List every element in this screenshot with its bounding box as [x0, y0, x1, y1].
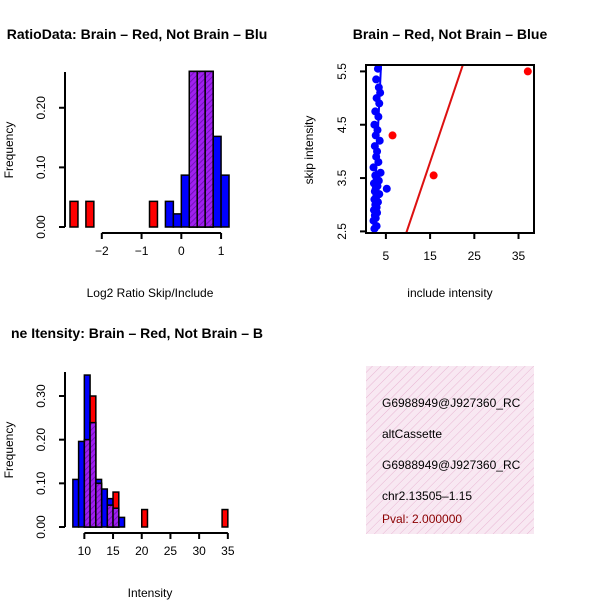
scatter-brain-point: [388, 131, 397, 140]
ratio-hist-bars: [69, 70, 230, 228]
intensity-overlap-bar-4: [95, 482, 103, 528]
scatter-x-tick-label-2: 25: [468, 249, 482, 263]
intensity-blue-bar-0: [72, 478, 80, 528]
scatter-not-brain-point: [372, 75, 381, 84]
ratio-x-tick-label-3: 1: [218, 244, 225, 258]
ratio-blue-bar-7: [220, 174, 230, 228]
intensity-y-tick-label-1: 0.10: [34, 471, 48, 495]
scatter-x-tick-label-0: 5: [383, 249, 390, 263]
ratio-overlap-bar-4: [196, 70, 206, 228]
intensity-hist-bars: [72, 374, 229, 528]
intensity-y-tick-label-3: 0.30: [34, 384, 48, 408]
intensity-x-tick-label-5: 35: [221, 544, 235, 558]
skip-include-scatter: Brain – Red, Not Brain – Blue 5 15 25 35 2.5…: [302, 26, 547, 300]
intensity-blue-bar-1: [77, 440, 86, 528]
intensity-y-tick-label-2: 0.20: [34, 428, 48, 452]
scatter-y-tick-label-2: 4.5: [335, 116, 349, 133]
info-event-id: G6988949@J927360_RC: [382, 396, 521, 410]
scatter-not-brain-point: [382, 184, 391, 193]
intensity-hist-xlabel: Intensity: [128, 586, 173, 600]
scatter-not-brain-point: [374, 112, 383, 121]
scatter-not-brain-point: [375, 99, 384, 108]
scatter-not-brain-point: [373, 64, 382, 73]
ratio-y-tick-label-0: 0.00: [34, 215, 48, 239]
scatter-y-tick-label-3: 5.5: [335, 63, 349, 80]
ratio-blue-bar-2: [180, 174, 191, 228]
scatter-title: Brain – Red, Not Brain – Blue: [353, 26, 548, 42]
ratio-y-tick-label-1: 0.10: [34, 155, 48, 179]
intensity-red-bar-5: [140, 508, 149, 528]
scatter-brain-point: [523, 67, 532, 76]
ratio-blue-bar-1: [172, 213, 183, 228]
ratio-overlap-bar-5: [204, 70, 214, 228]
scatter-xlabel: include intensity: [407, 286, 492, 300]
info-panel-background: [366, 366, 534, 534]
ratio-red-bar-0: [69, 200, 79, 228]
ratio-x-tick-label-1: −1: [135, 244, 149, 258]
scatter-plot-area: 5 15 25 35 2.5 3.5 4.5 5.5: [335, 63, 535, 263]
intensity-red-bar-6: [221, 508, 229, 528]
scatter-not-brain-point: [369, 163, 378, 172]
ratio-hist-axes: −2 −1 0 1 0.00 0.10 0.20: [34, 72, 225, 258]
intensity-x-tick-label-1: 15: [106, 544, 120, 558]
intensity-overlap-bar-2: [83, 438, 91, 528]
intensity-y-tick-label-0: 0.00: [34, 515, 48, 539]
ratio-blue-bar-0: [164, 200, 175, 228]
intensity-hist-ylabel: Frequency: [2, 422, 16, 479]
intensity-overlap-bar-6: [106, 504, 114, 528]
ratio-red-bar-2: [148, 200, 159, 228]
ratio-hist-ylabel: Frequency: [2, 122, 16, 179]
scatter-brain-point: [429, 171, 438, 180]
info-event-id-2: G6988949@J927360_RC: [382, 458, 521, 472]
scatter-x-tick-label-1: 15: [423, 249, 437, 263]
ratio-blue-bar-6: [212, 135, 222, 228]
intensity-blue-bar-5: [100, 488, 109, 528]
intensity-x-tick-label-0: 10: [78, 544, 92, 558]
scatter-x-tick-label-3: 35: [512, 249, 526, 263]
scatter-y-tick-label-0: 2.5: [335, 223, 349, 240]
ratio-overlap-bar-3: [188, 70, 198, 228]
ratio-x-tick-label-0: −2: [95, 244, 109, 258]
ratio-hist-title: RatioData: Brain – Red, Not Brain – Blu: [7, 26, 268, 42]
ratio-y-tick-label-2: 0.20: [34, 96, 48, 120]
intensity-x-tick-label-3: 25: [164, 544, 178, 558]
info-location: chr2.13505–1.15: [382, 489, 473, 503]
scatter-ylabel: skip intensity: [302, 116, 316, 185]
intensity-x-tick-label-4: 30: [192, 544, 206, 558]
intensity-histogram: ne Itensity: Brain – Red, Not Brain – B …: [2, 325, 263, 600]
intensity-hist-axes: 10 15 20 25 30 35 0.00 0.10 0.20 0.30: [34, 372, 235, 558]
ratio-histogram: RatioData: Brain – Red, Not Brain – Blu …: [2, 26, 267, 300]
scatter-not-brain-point: [375, 136, 384, 145]
ratio-hist-xlabel: Log2 Ratio Skip/Include: [87, 286, 214, 300]
ratio-x-tick-label-2: 0: [178, 244, 185, 258]
scatter-not-brain-point: [370, 224, 379, 233]
intensity-overlap-bar-3: [89, 421, 97, 528]
ratio-red-bar-1: [85, 200, 95, 228]
scatter-y-tick-label-1: 3.5: [335, 169, 349, 186]
scatter-frame: [365, 64, 535, 234]
intensity-overlap-bar-7: [112, 507, 120, 528]
info-event-type: altCassette: [382, 427, 443, 441]
intensity-hist-title: ne Itensity: Brain – Red, Not Brain – B: [11, 325, 263, 341]
scatter-regression-line-0: [405, 64, 464, 234]
intensity-x-tick-label-2: 20: [135, 544, 149, 558]
info-pvalue: Pval: 2.000000: [382, 512, 463, 526]
intensity-blue-bar-8: [118, 516, 126, 528]
scatter-not-brain-point: [374, 158, 383, 167]
info-panel: G6988949@J927360_RC altCassette G6988949…: [366, 366, 534, 534]
